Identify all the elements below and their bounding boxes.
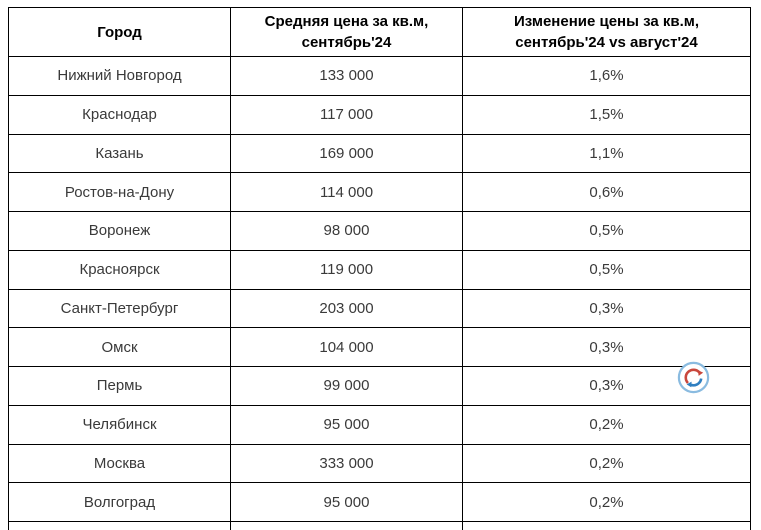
city-cell (9, 522, 231, 530)
table-row: Воронеж 98 000 0,5% (9, 212, 751, 251)
column-header-change: Изменение цены за кв.м, сентябрь'24 vs а… (463, 8, 751, 57)
price-cell: 117 000 (231, 95, 463, 134)
city-cell: Краснодар (9, 95, 231, 134)
price-cell: 119 000 (231, 250, 463, 289)
city-cell: Казань (9, 134, 231, 173)
city-cell: Омск (9, 328, 231, 367)
city-cell: Ростов-на-Дону (9, 173, 231, 212)
price-cell: 133 000 (231, 57, 463, 96)
city-price-table: Город Средняя цена за кв.м, сентябрь'24 … (8, 7, 751, 530)
price-cell: 203 000 (231, 289, 463, 328)
price-cell: 95 000 (231, 483, 463, 522)
sync-refresh-icon (677, 361, 710, 394)
table-row: Санкт-Петербург 203 000 0,3% (9, 289, 751, 328)
city-cell: Воронеж (9, 212, 231, 251)
table-row: Омск 104 000 0,3% (9, 328, 751, 367)
header-row: Город Средняя цена за кв.м, сентябрь'24 … (9, 8, 751, 57)
table-row: Ростов-на-Дону 114 000 0,6% (9, 173, 751, 212)
change-cell: 1,6% (463, 57, 751, 96)
change-cell: 0,2% (463, 405, 751, 444)
table-row: Пермь 99 000 0,3% (9, 367, 751, 406)
change-cell: 0,6% (463, 173, 751, 212)
price-cell: 114 000 (231, 173, 463, 212)
city-cell: Челябинск (9, 405, 231, 444)
table-row: Краснодар 117 000 1,5% (9, 95, 751, 134)
change-cell: 0,5% (463, 212, 751, 251)
price-cell: 99 000 (231, 367, 463, 406)
column-header-price: Средняя цена за кв.м, сентябрь'24 (231, 8, 463, 57)
city-cell: Волгоград (9, 483, 231, 522)
city-cell: Красноярск (9, 250, 231, 289)
table-row: Волгоград 95 000 0,2% (9, 483, 751, 522)
table-row-clipped (9, 522, 751, 530)
table-row: Нижний Новгород 133 000 1,6% (9, 57, 751, 96)
table-row: Казань 169 000 1,1% (9, 134, 751, 173)
change-cell: 0,2% (463, 444, 751, 483)
change-cell: 1,1% (463, 134, 751, 173)
table-row: Москва 333 000 0,2% (9, 444, 751, 483)
change-cell (463, 522, 751, 530)
price-cell: 104 000 (231, 328, 463, 367)
change-cell: 1,5% (463, 95, 751, 134)
change-cell: 0,5% (463, 250, 751, 289)
city-cell: Нижний Новгород (9, 57, 231, 96)
table-row: Красноярск 119 000 0,5% (9, 250, 751, 289)
change-cell: 0,2% (463, 483, 751, 522)
change-cell: 0,3% (463, 289, 751, 328)
table-row: Челябинск 95 000 0,2% (9, 405, 751, 444)
price-cell: 333 000 (231, 444, 463, 483)
price-cell: 169 000 (231, 134, 463, 173)
column-header-city: Город (9, 8, 231, 57)
city-cell: Москва (9, 444, 231, 483)
price-cell: 98 000 (231, 212, 463, 251)
price-cell: 95 000 (231, 405, 463, 444)
city-cell: Санкт-Петербург (9, 289, 231, 328)
city-cell: Пермь (9, 367, 231, 406)
price-cell (231, 522, 463, 530)
